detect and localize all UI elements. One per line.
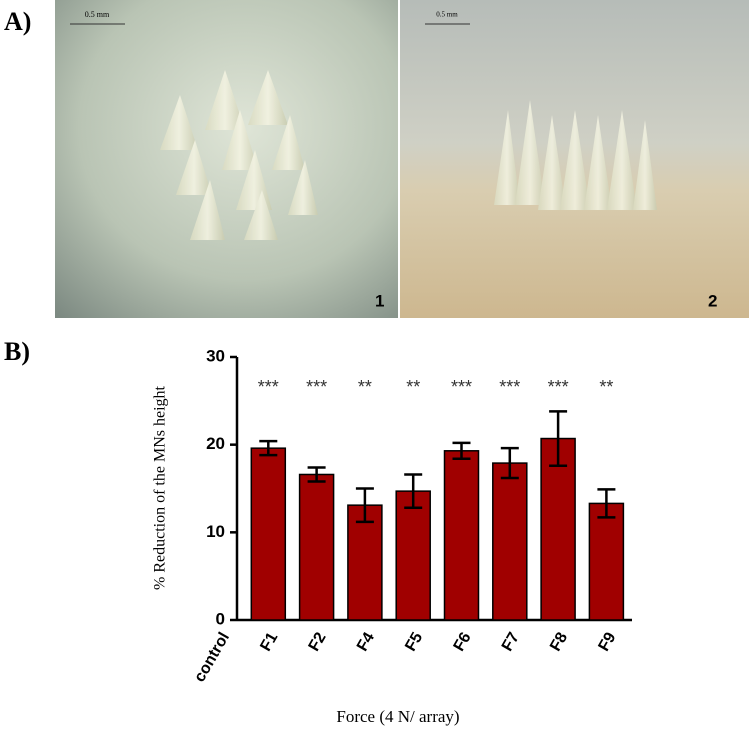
error-bar	[452, 441, 471, 460]
photo-number: 1	[375, 291, 384, 310]
significance-label: ***	[258, 377, 279, 397]
x-tick-label: F5	[402, 630, 426, 655]
error-bar	[597, 488, 616, 519]
error-bar	[355, 487, 374, 524]
x-tick-label: F9	[595, 630, 619, 655]
panel-label: B)	[4, 337, 30, 366]
bar	[540, 437, 576, 621]
bar	[492, 462, 528, 621]
photo: 0.5 mm 1	[55, 0, 398, 318]
error-bar	[404, 473, 423, 510]
error-bar	[307, 466, 326, 483]
x-tick-label: F7	[499, 630, 523, 655]
significance-label: **	[599, 377, 613, 397]
significance-label: ***	[306, 377, 327, 397]
panel-label: A)	[4, 7, 31, 36]
x-axis-label: Force (4 N/ array)	[336, 707, 459, 726]
error-bar	[500, 446, 519, 480]
y-tick-label: 0	[216, 609, 225, 628]
significance-label: ***	[548, 377, 569, 397]
bar	[588, 502, 625, 621]
significance-label: **	[406, 377, 420, 397]
x-tick-label: F8	[547, 630, 571, 655]
significance-label: ***	[499, 377, 520, 397]
bar	[443, 450, 480, 621]
bar	[250, 447, 287, 621]
y-tick-label: 10	[206, 522, 225, 541]
scale-label: 0.5 mm	[85, 10, 110, 19]
scale-label: 0.5 mm	[436, 11, 458, 19]
y-tick-label: 30	[206, 346, 225, 365]
y-axis-label: % Reduction of the MNs height	[152, 385, 169, 590]
x-tick-label: F2	[306, 630, 330, 655]
x-tick-label: F6	[451, 630, 475, 655]
significance-label: ***	[451, 377, 472, 397]
x-tick-label: F4	[354, 630, 378, 655]
x-tick-label: F1	[257, 630, 281, 655]
y-tick-label: 20	[206, 434, 225, 453]
bar	[347, 504, 383, 621]
bar	[298, 473, 335, 621]
photo-number: 2	[708, 291, 717, 310]
error-bar	[549, 410, 568, 467]
x-tick-label: control	[191, 630, 233, 685]
significance-label: **	[358, 377, 372, 397]
photo: 0.5 mm 2	[400, 0, 749, 318]
bar	[395, 490, 431, 621]
error-bar	[259, 439, 278, 457]
